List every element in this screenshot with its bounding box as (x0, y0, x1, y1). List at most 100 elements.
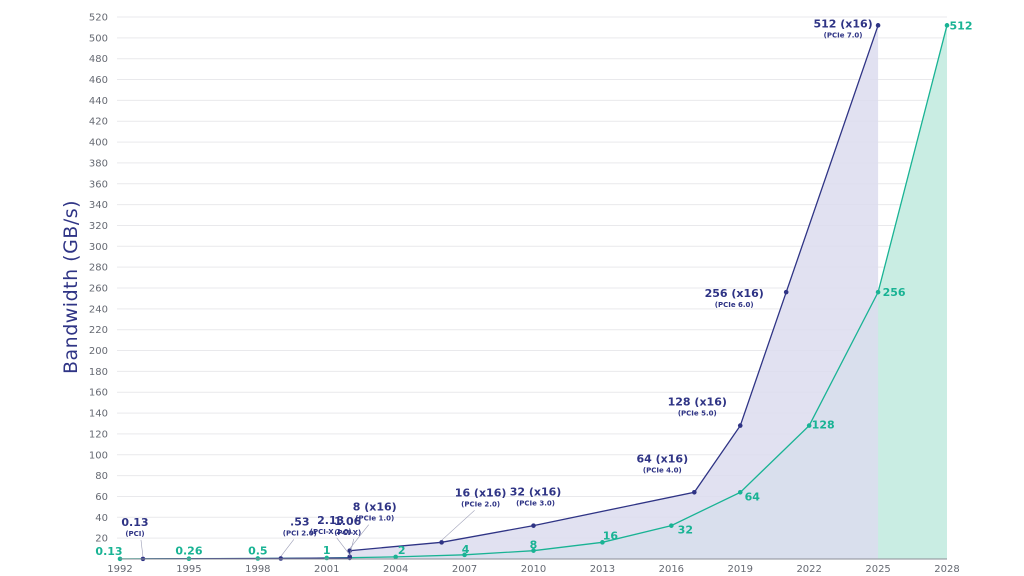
teal-data-label: 64 (745, 490, 761, 503)
teal-data-label: 0.26 (175, 545, 202, 558)
teal-point (462, 552, 467, 558)
navy-data-sublabel: (PCIe 5.0) (678, 410, 717, 418)
area-fills (120, 25, 947, 560)
navy-area (349, 25, 879, 560)
navy-data-sublabel: (PCIe 4.0) (643, 466, 682, 474)
navy-data-sublabel: (PCIe 7.0) (824, 31, 863, 39)
y-tick-label: 480 (89, 54, 108, 65)
y-tick-label: 380 (89, 158, 108, 169)
y-tick-label: 420 (89, 117, 108, 128)
data-labels: 0.13 0.26 0.5 1 2 4 8 16 32 64 128 256 512 0.13(PCI).… (95, 17, 972, 558)
y-tick-label: 180 (89, 367, 108, 378)
y-tick-label: 200 (89, 346, 108, 357)
teal-data-label: 32 (678, 524, 693, 537)
x-tick-label: 2004 (383, 564, 408, 575)
navy-data-sublabel: (PCIe 3.0) (516, 500, 555, 508)
teal-point (806, 423, 812, 428)
teal-data-label: 128 (812, 419, 835, 432)
x-tick-label: 2022 (796, 564, 821, 575)
teal-point (393, 554, 398, 560)
teal-data-label: 0.13 (95, 545, 122, 558)
navy-data-label: 8 (x16) (353, 501, 397, 514)
y-tick-label: 20 (95, 534, 108, 545)
x-tick-label: 1995 (176, 564, 201, 575)
navy-point (278, 556, 284, 561)
label-leader (349, 538, 355, 556)
navy-data-label: 512 (x16) (813, 17, 872, 30)
y-axis-label: Bandwidth (GB/s) (60, 200, 82, 374)
navy-data-label: 2.13 (317, 514, 344, 527)
navy-data-label: 16 (x16) (455, 486, 507, 499)
y-tick-label: 360 (89, 179, 108, 190)
navy-data-label: 32 (x16) (510, 486, 562, 499)
y-tick-label: 220 (89, 325, 108, 336)
teal-data-label: 1 (323, 544, 331, 557)
navy-data-label: 0.13 (121, 516, 148, 529)
y-tick-label: 500 (89, 33, 108, 44)
label-leader (140, 539, 144, 557)
series-points (117, 23, 950, 562)
navy-data-sublabel: (PCI) (125, 530, 144, 538)
y-tick-label: 60 (95, 492, 108, 503)
teal-data-label: 2 (398, 544, 406, 557)
x-tick-label: 1992 (107, 564, 132, 575)
navy-point (439, 540, 444, 545)
teal-data-label: 512 (950, 19, 973, 32)
navy-data-label: 128 (x16) (668, 396, 727, 409)
y-tick-label: 260 (89, 284, 108, 295)
navy-point (875, 23, 881, 28)
navy-data-sublabel: (PCI-X) (334, 529, 361, 537)
label-leader (349, 524, 369, 549)
navy-point (692, 489, 697, 495)
navy-data-sublabel: (PCI-X 2.0) (310, 528, 352, 536)
x-tick-label: 2001 (314, 564, 339, 575)
label-leader (280, 539, 295, 557)
y-tick-label: 140 (89, 409, 108, 420)
teal-data-label: 8 (530, 539, 538, 552)
navy-data-sublabel: (PCIe 1.0) (355, 515, 394, 523)
x-tick-label: 2010 (521, 564, 546, 575)
label-leader (336, 537, 350, 555)
navy-data-sublabel: (PCI 2.0) (283, 529, 317, 537)
x-tick-label: 2013 (590, 564, 615, 575)
teal-point (875, 289, 881, 295)
teal-point (600, 540, 605, 545)
navy-data-label: .53 (290, 515, 310, 528)
y-tick-label: 320 (89, 221, 108, 232)
y-tick-label: 300 (89, 242, 108, 253)
y-tick-label: 120 (89, 429, 108, 440)
y-tick-label: 100 (89, 450, 108, 461)
teal-data-label: 0.5 (248, 544, 268, 557)
teal-point (531, 548, 536, 553)
y-tick-label: 240 (89, 304, 108, 315)
y-tick-label: 80 (95, 471, 108, 482)
teal-data-label: 256 (883, 286, 906, 299)
teal-data-label: 4 (462, 543, 470, 556)
teal-point (737, 489, 743, 495)
navy-data-label: 256 (x16) (705, 287, 764, 300)
y-tick-label: 340 (89, 200, 108, 211)
y-tick-label: 160 (89, 388, 108, 399)
x-tick-label: 2016 (659, 564, 684, 575)
navy-data-label: 1.06 (334, 515, 361, 528)
x-tick-label: 2019 (728, 564, 753, 575)
y-tick-label: 460 (89, 75, 108, 86)
navy-point (783, 289, 789, 295)
navy-data-label: 64 (x16) (637, 452, 689, 465)
y-tick-label: 400 (89, 138, 108, 149)
navy-data-sublabel: (PCIe 2.0) (461, 500, 500, 508)
teal-data-label: 16 (603, 529, 619, 542)
teal-point (944, 23, 950, 28)
navy-data-sublabel: (PCIe 6.0) (715, 301, 754, 309)
x-tick-label: 2028 (934, 564, 959, 575)
x-tick-label: 2025 (865, 564, 890, 575)
label-leader (441, 510, 475, 541)
x-tick-label: 2007 (452, 564, 477, 575)
axes: 20 40 60 80 100 120 140 160 180 200 220 240 260 280 30… (89, 13, 960, 576)
y-tick-label: 520 (89, 13, 108, 24)
y-tick-label: 280 (89, 263, 108, 274)
navy-point (531, 523, 536, 528)
teal-point (669, 523, 674, 528)
x-tick-label: 1998 (245, 564, 270, 575)
